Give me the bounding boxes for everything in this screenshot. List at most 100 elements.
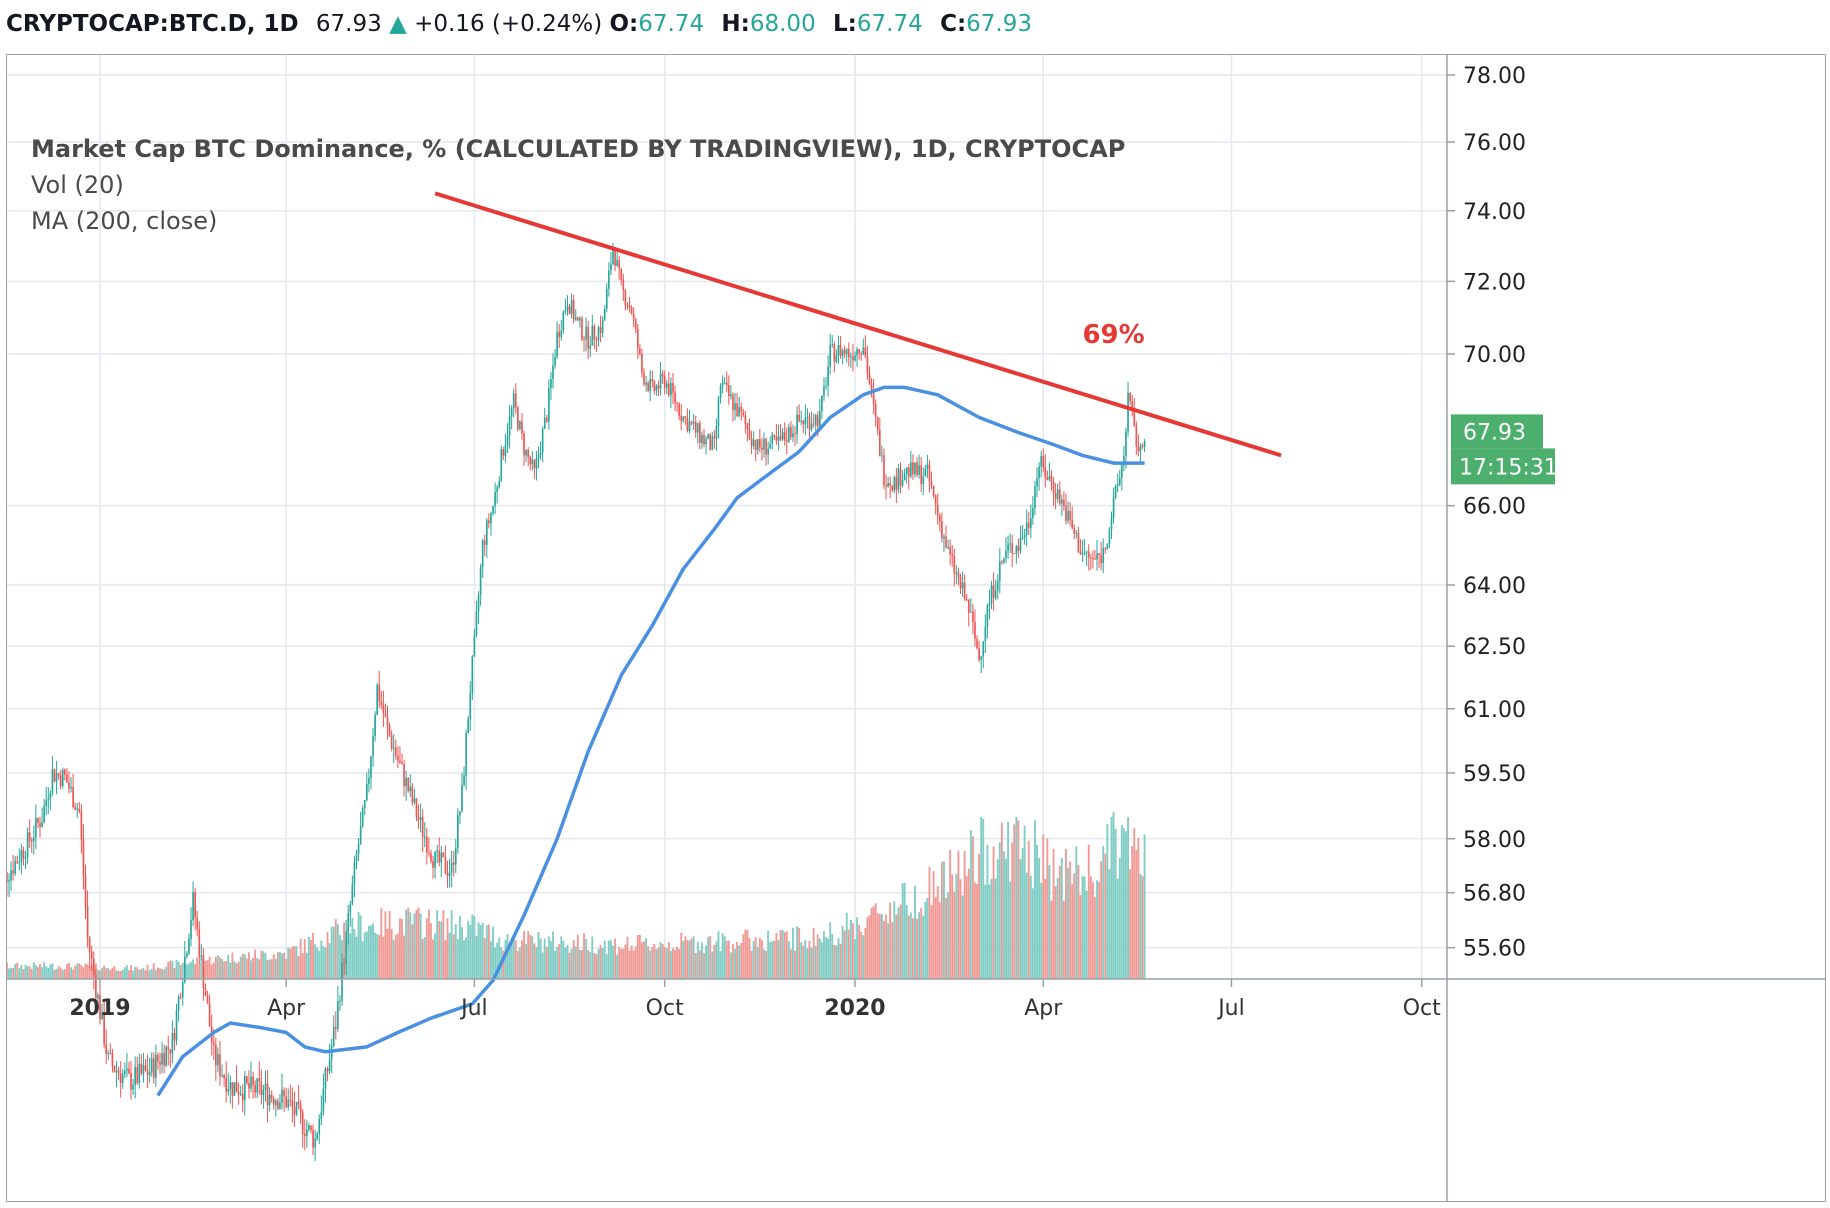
- candle-body: [566, 306, 569, 311]
- candle-body: [312, 1129, 314, 1148]
- volume-bar: [572, 939, 575, 979]
- volume-bar: [1085, 890, 1088, 979]
- candle-body: [99, 995, 101, 1020]
- volume-bar: [154, 969, 157, 979]
- volume-bar: [179, 965, 182, 979]
- candle-body: [750, 437, 753, 446]
- candle-body: [413, 798, 416, 803]
- candle-body: [1098, 553, 1100, 555]
- candle-body: [140, 1063, 143, 1074]
- candle-body: [415, 798, 418, 818]
- candle-body: [992, 585, 995, 598]
- volume-bar: [827, 938, 830, 979]
- volume-legend[interactable]: Vol (20): [31, 171, 124, 199]
- volume-bar: [1081, 875, 1084, 979]
- candle-body: [119, 1073, 122, 1083]
- volume-bar: [734, 948, 736, 979]
- candle-body: [641, 353, 643, 373]
- candle-body: [723, 382, 726, 384]
- candle-body: [589, 345, 592, 349]
- volume-bar: [63, 969, 66, 979]
- candle-body: [1089, 557, 1092, 559]
- candle-body: [95, 974, 97, 999]
- candle-body: [198, 929, 201, 958]
- volume-bar: [595, 954, 598, 979]
- candle-body: [361, 807, 364, 827]
- volume-bar: [167, 961, 170, 979]
- volume-bar: [916, 918, 918, 979]
- volume-bar: [1108, 869, 1111, 979]
- candle-body: [1007, 544, 1009, 551]
- price-chart[interactable]: 69% 78.0076.0074.0072.0070.0066.0064.006…: [7, 55, 1825, 1201]
- y-tick-label: 74.00: [1463, 200, 1526, 225]
- volume-bar: [636, 934, 639, 979]
- volume-bar: [279, 951, 281, 979]
- volume-bar: [490, 941, 492, 979]
- candle-body: [922, 476, 925, 484]
- candle-body: [169, 1049, 172, 1054]
- volume-bar: [535, 947, 538, 979]
- volume-bar: [227, 954, 230, 979]
- candle-body: [175, 1010, 178, 1041]
- volume-bar: [229, 962, 232, 979]
- candle-body: [473, 635, 476, 657]
- volume-bar: [833, 945, 836, 979]
- candle-body: [138, 1063, 141, 1083]
- candle-body: [806, 416, 809, 418]
- candle-body: [727, 385, 730, 397]
- volume-bar: [326, 931, 329, 979]
- candle-body: [208, 1003, 211, 1027]
- candle-body: [463, 775, 465, 786]
- candle-body: [235, 1082, 238, 1093]
- candle-body: [459, 811, 461, 816]
- ma-legend[interactable]: MA (200, close): [31, 207, 218, 235]
- volume-bar: [119, 971, 122, 979]
- candle-body: [535, 458, 538, 469]
- volume-bar: [641, 942, 643, 979]
- volume-bar: [1003, 851, 1005, 979]
- volume-bar: [105, 968, 108, 979]
- candle-body: [475, 611, 478, 636]
- volume-bar: [221, 958, 223, 979]
- volume-bar: [928, 866, 931, 979]
- volume-bar: [136, 967, 139, 979]
- volume-bar: [698, 950, 701, 979]
- volume-bar: [860, 931, 863, 979]
- volume-bar: [212, 962, 215, 979]
- candle-body: [1052, 482, 1055, 493]
- volume-bar: [630, 945, 633, 979]
- volume-bar: [667, 941, 670, 979]
- volume-bar: [411, 924, 414, 979]
- candle-body: [227, 1088, 230, 1092]
- candle-body: [444, 857, 447, 873]
- volume-bar: [169, 960, 172, 979]
- volume-bar: [318, 951, 321, 979]
- candle-body: [322, 1088, 325, 1112]
- volume-bar: [128, 970, 130, 979]
- candle-body: [1077, 532, 1080, 552]
- volume-bar: [138, 969, 141, 979]
- volume-bar: [130, 965, 132, 979]
- candle-body: [936, 504, 939, 516]
- volume-bar: [767, 930, 770, 979]
- candle-body: [142, 1065, 145, 1074]
- volume-bar: [163, 969, 166, 979]
- candle-body: [144, 1065, 147, 1071]
- chart-frame[interactable]: 69% 78.00 76.00 74.00 72.00 70.00 66.00 64.00 6…: [6, 54, 1826, 1202]
- candle-body: [1092, 558, 1094, 560]
- volume-bar: [647, 946, 650, 979]
- volume-bar: [1075, 846, 1078, 979]
- candle-body: [1067, 510, 1069, 521]
- volume-bar: [1098, 881, 1101, 979]
- volume-bar: [303, 939, 306, 979]
- volume-bar: [59, 967, 62, 979]
- candle-body: [655, 385, 658, 391]
- volume-bar: [812, 927, 815, 979]
- volume-bar: [90, 964, 93, 979]
- candle-body: [1116, 484, 1119, 487]
- trend-line: 69%: [434, 191, 1282, 458]
- volume-bar: [947, 892, 950, 979]
- candle-body: [1013, 553, 1016, 555]
- candle-body: [560, 330, 563, 337]
- volume-bar: [152, 963, 155, 979]
